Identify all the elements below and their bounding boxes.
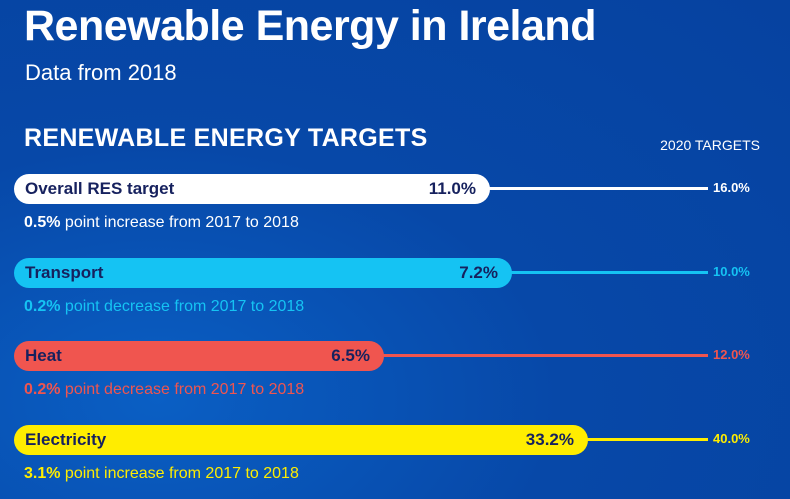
change-description: point increase from 2017 to 2018 xyxy=(60,214,299,231)
change-text-electricity: 3.1% point increase from 2017 to 2018 xyxy=(24,465,299,483)
row-transport: Transport 7.2% 10.0% 0.2% point decrease… xyxy=(0,258,790,328)
bar-value: 33.2% xyxy=(525,430,574,449)
change-description: point increase from 2017 to 2018 xyxy=(60,465,299,482)
target-value-heat: 12.0% xyxy=(713,347,750,362)
bar-heat: Heat 6.5% xyxy=(14,341,384,371)
bar-label: Heat xyxy=(25,346,62,365)
target-line-overall xyxy=(486,187,708,190)
target-line-transport xyxy=(508,271,708,274)
page-subtitle: Data from 2018 xyxy=(25,60,177,85)
row-heat: Heat 6.5% 12.0% 0.2% point decrease from… xyxy=(0,341,790,411)
bar-electricity: Electricity 33.2% xyxy=(14,425,588,455)
bar-transport: Transport 7.2% xyxy=(14,258,512,288)
change-text-overall: 0.5% point increase from 2017 to 2018 xyxy=(24,214,299,232)
page-title: Renewable Energy in Ireland xyxy=(24,2,596,50)
section-title: RENEWABLE ENERGY TARGETS xyxy=(24,124,428,152)
row-overall: Overall RES target 11.0% 16.0% 0.5% poin… xyxy=(0,174,790,244)
bar-overall: Overall RES target 11.0% xyxy=(14,174,490,204)
bar-value: 6.5% xyxy=(331,346,370,365)
row-electricity: Electricity 33.2% 40.0% 3.1% point incre… xyxy=(0,425,790,495)
target-line-electricity xyxy=(584,438,708,441)
bar-label: Overall RES target xyxy=(25,179,175,198)
change-text-transport: 0.2% point decrease from 2017 to 2018 xyxy=(24,298,304,316)
target-value-overall: 16.0% xyxy=(713,180,750,195)
bar-value: 11.0% xyxy=(428,179,476,198)
change-value: 0.2% xyxy=(24,298,61,315)
bar-label: Electricity xyxy=(25,430,107,449)
target-line-heat xyxy=(380,354,708,357)
change-value: 0.5% xyxy=(24,214,61,231)
change-description: point decrease from 2017 to 2018 xyxy=(60,298,305,315)
change-value: 3.1% xyxy=(24,465,61,482)
bar-value: 7.2% xyxy=(459,263,498,282)
target-value-electricity: 40.0% xyxy=(713,431,750,446)
change-value: 0.2% xyxy=(24,381,61,398)
bar-label: Transport xyxy=(25,263,104,282)
target-value-transport: 10.0% xyxy=(713,264,750,279)
change-description: point decrease from 2017 to 2018 xyxy=(60,381,305,398)
change-text-heat: 0.2% point decrease from 2017 to 2018 xyxy=(24,381,304,399)
targets-column-header: 2020 TARGETS xyxy=(660,137,760,153)
